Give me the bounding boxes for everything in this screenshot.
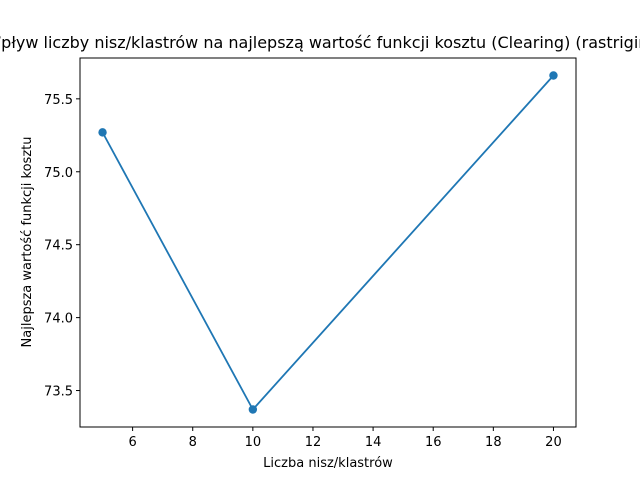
x-tick-label: 14	[365, 435, 382, 450]
x-tick-label: 10	[245, 435, 262, 450]
plot-area	[98, 71, 558, 414]
x-tick-label: 8	[189, 435, 197, 450]
x-tick-label: 20	[545, 435, 562, 450]
x-tick-label: 6	[128, 435, 136, 450]
x-tick-label: 12	[305, 435, 322, 450]
y-tick-label: 75.5	[44, 93, 73, 108]
x-tick-label: 16	[425, 435, 442, 450]
x-tick-label: 18	[485, 435, 502, 450]
y-tick-label: 74.5	[44, 239, 73, 254]
data-point	[248, 405, 258, 414]
y-tick-label: 73.5	[44, 385, 73, 400]
series-line	[101, 74, 555, 411]
data-point	[98, 128, 107, 137]
y-tick-label: 75.0	[44, 166, 73, 181]
x-axis-label: Liczba nisz/klastrów	[263, 456, 393, 471]
y-axis: 73.5 74.0 74.5 75.0 75.5	[44, 93, 80, 400]
plot-frame	[79, 57, 577, 428]
chart-title: Wpływ liczby nisz/klastrów na najlepszą …	[0, 33, 640, 52]
y-axis-label: Najlepsza wartość funkcji kosztu	[20, 137, 35, 348]
y-tick-label: 74.0	[44, 312, 73, 327]
data-point	[549, 71, 558, 80]
x-axis: 6 8 10 12 14 16 18 20	[128, 427, 562, 450]
